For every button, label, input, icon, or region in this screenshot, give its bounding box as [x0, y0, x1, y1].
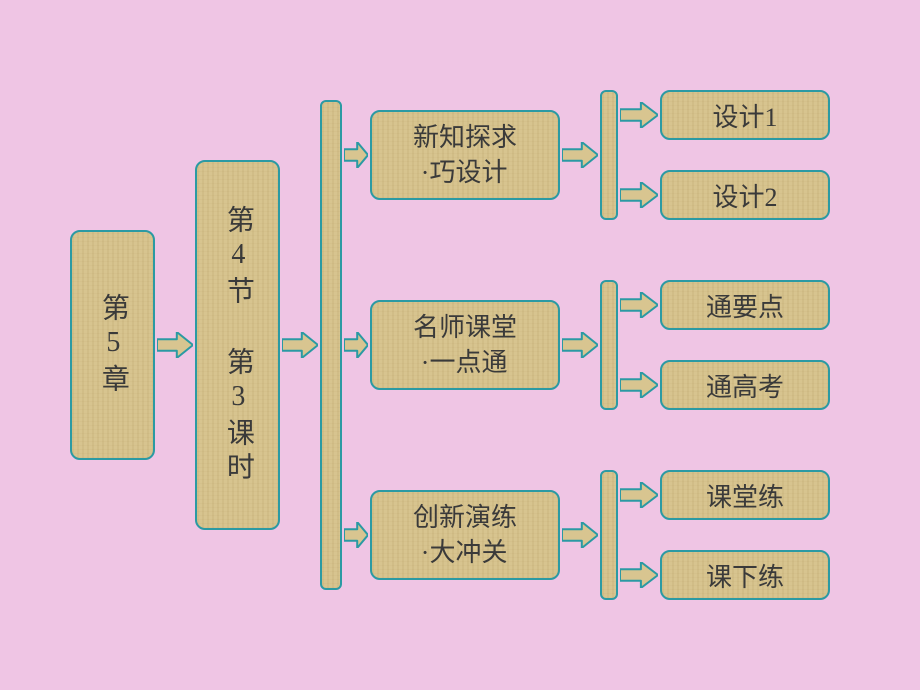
l3-line1: 新知探求 [413, 120, 517, 155]
l3-line1: 创新演练 [413, 500, 517, 535]
leaf-node-1: 设计2 [660, 170, 830, 220]
small-bar-0 [600, 90, 618, 220]
arrow-icon [620, 482, 658, 508]
arrow-icon [620, 182, 658, 208]
leaf-label: 设计2 [712, 177, 777, 214]
level3-node-2: 创新演练 ·大冲关 [370, 490, 560, 580]
arrow-icon [620, 372, 658, 398]
level3-node-0: 新知探求 ·巧设计 [370, 110, 560, 200]
small-bar-2 [600, 470, 618, 600]
leaf-node-4: 课堂练 [660, 470, 830, 520]
arrow-icon [157, 332, 193, 358]
leaf-label: 通要点 [706, 287, 784, 324]
arrow-icon [344, 142, 368, 168]
leaf-label: 通高考 [706, 367, 784, 404]
l3-line1: 名师课堂 [413, 310, 517, 345]
arrow-icon [282, 332, 318, 358]
mid-bar [320, 100, 342, 590]
arrow-icon [562, 332, 598, 358]
root-label: 第5章 [90, 293, 135, 398]
l3-line2: ·巧设计 [413, 155, 517, 190]
l3-line2: ·大冲关 [413, 535, 517, 570]
level3-node-1: 名师课堂 ·一点通 [370, 300, 560, 390]
level3-text: 名师课堂 ·一点通 [413, 310, 517, 380]
leaf-label: 课堂练 [706, 477, 784, 514]
arrow-icon [562, 142, 598, 168]
diagram-canvas: 第5章 第4节 第3课时 新知探求 ·巧设计 名师课堂 ·一点通 创新演练 ·大… [0, 0, 920, 690]
arrow-icon [344, 522, 368, 548]
level2-label: 第4节 第3课时 [215, 205, 260, 486]
leaf-node-3: 通高考 [660, 360, 830, 410]
arrow-icon [620, 562, 658, 588]
arrow-icon [562, 522, 598, 548]
level3-text: 创新演练 ·大冲关 [413, 500, 517, 570]
arrow-icon [344, 332, 368, 358]
arrow-icon [620, 292, 658, 318]
arrow-icon [620, 102, 658, 128]
leaf-label: 课下练 [706, 557, 784, 594]
small-bar-1 [600, 280, 618, 410]
leaf-node-0: 设计1 [660, 90, 830, 140]
l3-line2: ·一点通 [413, 345, 517, 380]
root-node: 第5章 [70, 230, 155, 460]
leaf-label: 设计1 [712, 97, 777, 134]
leaf-node-5: 课下练 [660, 550, 830, 600]
level2-node: 第4节 第3课时 [195, 160, 280, 530]
leaf-node-2: 通要点 [660, 280, 830, 330]
level3-text: 新知探求 ·巧设计 [413, 120, 517, 190]
